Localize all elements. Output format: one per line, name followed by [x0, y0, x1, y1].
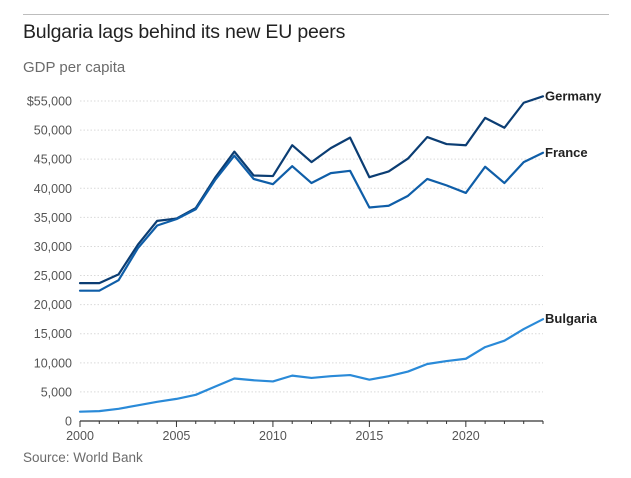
source-note: Source: World Bank — [23, 450, 143, 465]
top-rule — [23, 14, 609, 15]
y-tick-label: 50,000 — [34, 124, 72, 138]
y-tick-label: 10,000 — [34, 356, 72, 370]
series-line-france — [78, 151, 545, 292]
chart-title: Bulgaria lags behind its new EU peers — [23, 21, 346, 43]
series-label-germany: Germany — [545, 88, 602, 103]
y-tick-label: 30,000 — [34, 240, 72, 254]
gridlines — [80, 100, 543, 393]
series-label-france: France — [545, 145, 588, 160]
x-tick-label: 2000 — [66, 429, 94, 443]
series-line-bulgaria — [78, 318, 545, 413]
x-tick-label: 2005 — [163, 429, 191, 443]
y-tick-label: 15,000 — [34, 327, 72, 341]
y-tick-label: 45,000 — [34, 153, 72, 167]
x-tick-label: 2020 — [452, 429, 480, 443]
x-tick-label: 2010 — [259, 429, 287, 443]
series-labels: Germany France Bulgaria — [545, 88, 602, 326]
y-tick-label: 25,000 — [34, 269, 72, 283]
chart-subtitle: GDP per capita — [23, 59, 126, 76]
y-tick-label: 40,000 — [34, 182, 72, 196]
series-label-bulgaria: Bulgaria — [545, 311, 598, 326]
y-axis-ticks: 0 5,000 10,000 15,000 20,000 25,000 30,000 35,0… — [27, 95, 72, 429]
x-axis: 2000 2005 2010 2015 2020 — [66, 420, 544, 443]
y-tick-label: 5,000 — [41, 385, 72, 399]
series-lines — [78, 95, 545, 413]
y-tick-label: 0 — [65, 415, 72, 429]
y-tick-label: 20,000 — [34, 298, 72, 312]
y-tick-label: 35,000 — [34, 211, 72, 225]
x-tick-label: 2015 — [355, 429, 383, 443]
y-tick-label: $55,000 — [27, 95, 72, 109]
series-line-germany — [78, 95, 545, 285]
